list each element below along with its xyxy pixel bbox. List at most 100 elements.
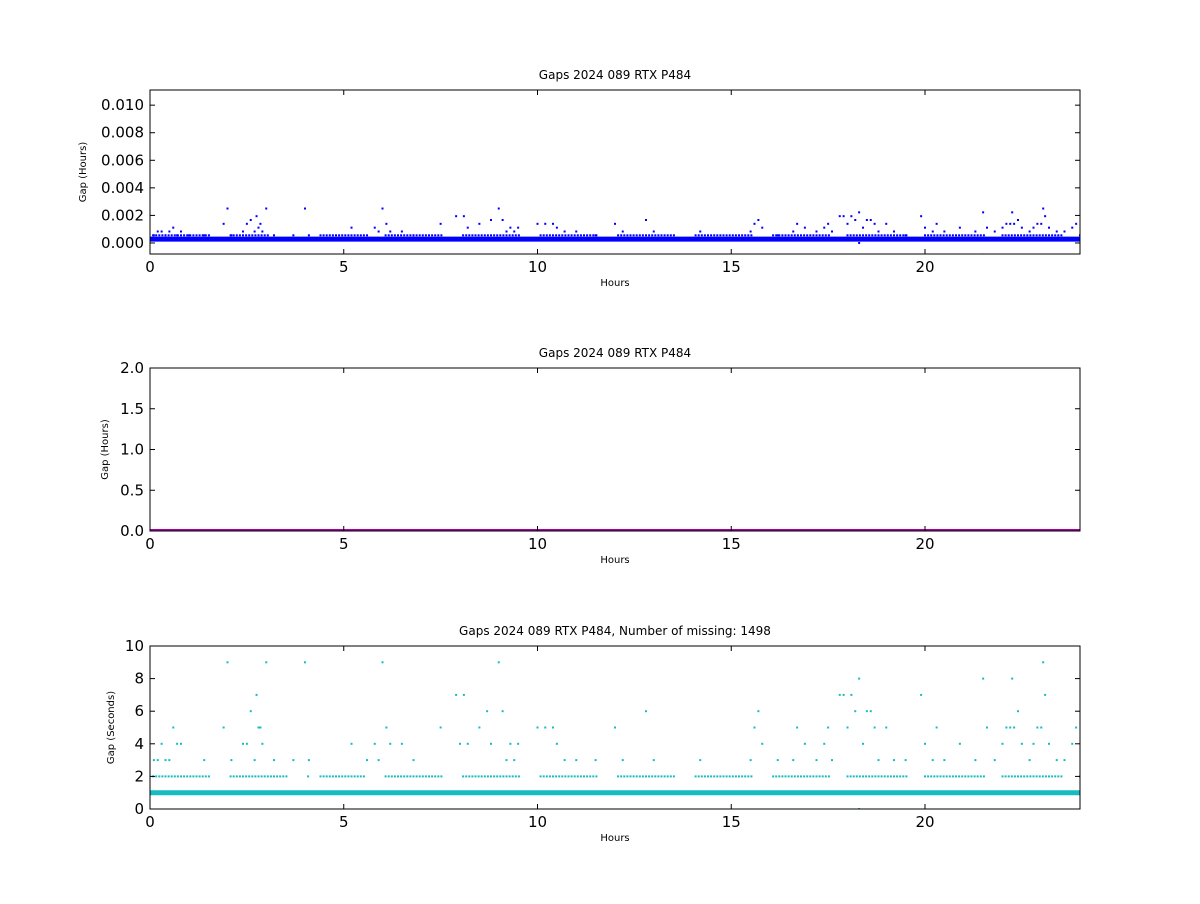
data-point-dense bbox=[871, 775, 874, 778]
data-point bbox=[497, 207, 500, 210]
data-point-dense bbox=[964, 234, 967, 237]
data-point-dense bbox=[862, 775, 864, 778]
data-point-dense bbox=[852, 234, 855, 237]
data-point-dense bbox=[341, 775, 344, 778]
y-axis-label: Gap (Hours) bbox=[100, 419, 111, 480]
data-point-dense bbox=[781, 775, 784, 778]
data-point-dense bbox=[933, 775, 936, 778]
data-point bbox=[160, 230, 163, 233]
data-point-dense bbox=[663, 234, 666, 237]
data-point-dense bbox=[558, 234, 561, 237]
data-point bbox=[1048, 742, 1050, 745]
data-point-dense bbox=[731, 234, 734, 237]
data-point-dense bbox=[505, 775, 508, 778]
data-point-dense bbox=[198, 234, 201, 237]
data-point-dense bbox=[617, 775, 620, 778]
data-point bbox=[1042, 661, 1045, 664]
data-point-dense bbox=[387, 775, 390, 778]
data-point-dense bbox=[307, 775, 310, 778]
data-point-dense bbox=[595, 234, 598, 237]
data-point bbox=[259, 222, 262, 225]
data-point-dense bbox=[982, 234, 985, 237]
data-point-dense bbox=[812, 775, 815, 778]
y-tick-label: 1.5 bbox=[120, 400, 144, 418]
data-point bbox=[563, 759, 566, 762]
data-point-dense bbox=[235, 234, 238, 237]
data-point-dense bbox=[1051, 234, 1054, 237]
data-point-dense bbox=[1013, 234, 1016, 237]
data-point-dense bbox=[440, 775, 443, 778]
plot-frame bbox=[149, 367, 1081, 532]
data-point-dense bbox=[511, 775, 514, 778]
data-point-dense bbox=[183, 775, 186, 778]
data-point-dense bbox=[781, 234, 784, 237]
y-tick-label: 2 bbox=[134, 767, 144, 785]
data-point-dense bbox=[694, 234, 697, 237]
data-point-dense bbox=[480, 234, 483, 237]
data-point-dense bbox=[195, 775, 198, 778]
data-point-dense bbox=[564, 775, 567, 778]
data-point-dense bbox=[496, 775, 499, 778]
data-point-dense bbox=[493, 775, 496, 778]
data-point-dense bbox=[793, 775, 796, 778]
data-point-dense bbox=[936, 234, 939, 237]
data-point-dense bbox=[555, 234, 558, 237]
data-point bbox=[366, 759, 368, 762]
data-point-dense bbox=[245, 234, 248, 237]
data-point-dense bbox=[431, 234, 434, 237]
data-point-dense bbox=[595, 775, 598, 778]
data-point bbox=[854, 710, 857, 713]
data-point-dense bbox=[961, 234, 964, 237]
data-point-dense bbox=[279, 775, 282, 778]
data-point-dense bbox=[201, 775, 204, 778]
data-point-dense bbox=[586, 775, 589, 778]
data-point bbox=[846, 222, 849, 225]
data-point-dense bbox=[514, 234, 517, 237]
data-point-dense bbox=[173, 234, 176, 237]
data-point-dense bbox=[626, 234, 629, 237]
data-point-dense bbox=[1048, 775, 1050, 778]
data-point bbox=[865, 710, 868, 713]
data-point-dense bbox=[784, 775, 787, 778]
data-point-dense bbox=[192, 775, 195, 778]
data-point-dense bbox=[883, 234, 886, 237]
data-point bbox=[803, 742, 806, 745]
data-point-dense bbox=[1013, 775, 1016, 778]
data-point bbox=[1063, 230, 1066, 233]
data-point-dense bbox=[434, 234, 437, 237]
data-point-dense bbox=[815, 775, 818, 778]
data-point bbox=[1044, 693, 1047, 696]
data-point bbox=[245, 222, 248, 225]
data-point-dense bbox=[350, 234, 353, 237]
data-point-dense bbox=[620, 234, 623, 237]
data-point-dense bbox=[167, 775, 170, 778]
data-point bbox=[439, 222, 442, 225]
data-point-dense bbox=[871, 234, 874, 237]
data-point-dense bbox=[927, 234, 930, 237]
data-point-dense bbox=[827, 234, 830, 237]
data-point bbox=[1013, 726, 1016, 729]
data-point-dense bbox=[865, 234, 868, 237]
data-point-dense bbox=[564, 234, 567, 237]
data-point-dense bbox=[632, 775, 635, 778]
data-point-dense bbox=[319, 775, 322, 778]
data-point-dense bbox=[638, 234, 641, 237]
data-point-dense bbox=[855, 234, 858, 237]
data-point-dense bbox=[186, 775, 189, 778]
chart-title: Gaps 2024 089 RTX P484 bbox=[539, 346, 691, 360]
data-point-dense bbox=[955, 234, 957, 237]
data-point bbox=[924, 742, 926, 745]
data-point bbox=[261, 742, 264, 745]
data-point-dense bbox=[186, 234, 189, 237]
data-point bbox=[259, 726, 262, 729]
data-point-dense bbox=[877, 775, 880, 778]
x-tick-label: 20 bbox=[915, 535, 934, 553]
data-point-dense bbox=[561, 234, 564, 237]
data-point-dense bbox=[654, 234, 657, 237]
data-point-dense bbox=[930, 775, 933, 778]
data-point-dense bbox=[719, 775, 722, 778]
data-point-dense bbox=[263, 775, 266, 778]
data-point bbox=[466, 742, 469, 745]
data-point-dense bbox=[403, 234, 406, 237]
data-point-dense bbox=[176, 234, 179, 237]
